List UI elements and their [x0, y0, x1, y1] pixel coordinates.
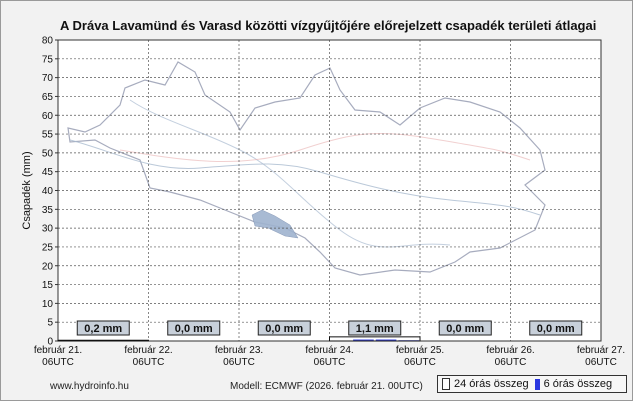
y-tick-label: 0	[47, 337, 53, 348]
daily-total-box	[167, 320, 221, 336]
y-tick-label: 55	[42, 130, 54, 141]
daily-total-label: 0,0 mm	[175, 323, 213, 335]
daily-total-label: 1,1 mm	[356, 323, 394, 335]
daily-total-label: 0,0 mm	[265, 323, 303, 335]
y-tick-label: 25	[42, 242, 54, 253]
y-tick-label: 70	[42, 73, 54, 84]
x-tick-date: február 21.	[34, 345, 82, 356]
x-tick-time: 06UTC	[495, 357, 527, 368]
x-tick-date: február 24.	[305, 345, 353, 356]
border-line	[119, 132, 531, 163]
x-tick-date: február 22.	[124, 345, 172, 356]
x-tick-time: 06UTC	[223, 357, 255, 368]
y-tick-label: 65	[42, 92, 54, 103]
legend-24h-swatch	[442, 378, 450, 390]
x-tick-time: 06UTC	[585, 357, 617, 368]
legend-24h-label: 24 órás összeg	[454, 378, 529, 390]
daily-total-box	[438, 320, 492, 336]
daily-total-label: 0,2 mm	[84, 323, 122, 335]
y-tick-label: 5	[47, 318, 53, 329]
legend-6h-swatch	[534, 378, 540, 390]
x-tick-time: 06UTC	[404, 357, 436, 368]
y-axis-label: Csapadék (mm)	[21, 151, 33, 229]
six-hour-bar	[375, 339, 397, 341]
six-hour-bar	[353, 339, 374, 341]
y-tick-label: 80	[42, 36, 54, 47]
y-tick-label: 40	[42, 186, 54, 197]
daily-total-box	[257, 320, 311, 336]
lake-shape	[251, 209, 299, 239]
legend-6h-label: 6 órás összeg	[543, 378, 613, 390]
x-tick-date: február 26.	[486, 345, 534, 356]
site-link[interactable]: www.hydroinfo.hu	[50, 381, 129, 392]
daily-total-box	[348, 320, 402, 336]
daily-total-bar	[329, 336, 421, 342]
y-tick-label: 35	[42, 205, 54, 216]
daily-total-bar	[57, 339, 149, 342]
basin-outline	[67, 61, 546, 276]
x-tick-date: február 27.	[577, 345, 625, 356]
chart-title: A Dráva Lavamünd és Varasd közötti vízgy…	[60, 18, 597, 33]
x-tick-time: 06UTC	[42, 357, 74, 368]
y-tick-label: 15	[42, 280, 54, 291]
y-tick-label: 50	[42, 148, 54, 159]
daily-total-box	[76, 320, 130, 336]
y-tick-label: 60	[42, 111, 54, 122]
model-info: Modell: ECMWF (2026. február 21. 00UTC)	[230, 381, 423, 392]
x-tick-date: február 25.	[396, 345, 444, 356]
y-tick-label: 20	[42, 261, 54, 272]
y-tick-label: 30	[42, 224, 54, 235]
x-tick-time: 06UTC	[133, 357, 165, 368]
y-tick-label: 45	[42, 167, 54, 178]
x-tick-time: 06UTC	[314, 357, 346, 368]
daily-total-label: 0,0 mm	[446, 323, 484, 335]
legend: 24 órás összeg 6 órás összeg	[437, 375, 627, 393]
y-tick-label: 75	[42, 54, 54, 65]
daily-total-label: 0,0 mm	[537, 323, 575, 335]
daily-total-box	[529, 320, 583, 336]
x-tick-date: február 23.	[215, 345, 263, 356]
y-tick-label: 10	[42, 299, 54, 310]
